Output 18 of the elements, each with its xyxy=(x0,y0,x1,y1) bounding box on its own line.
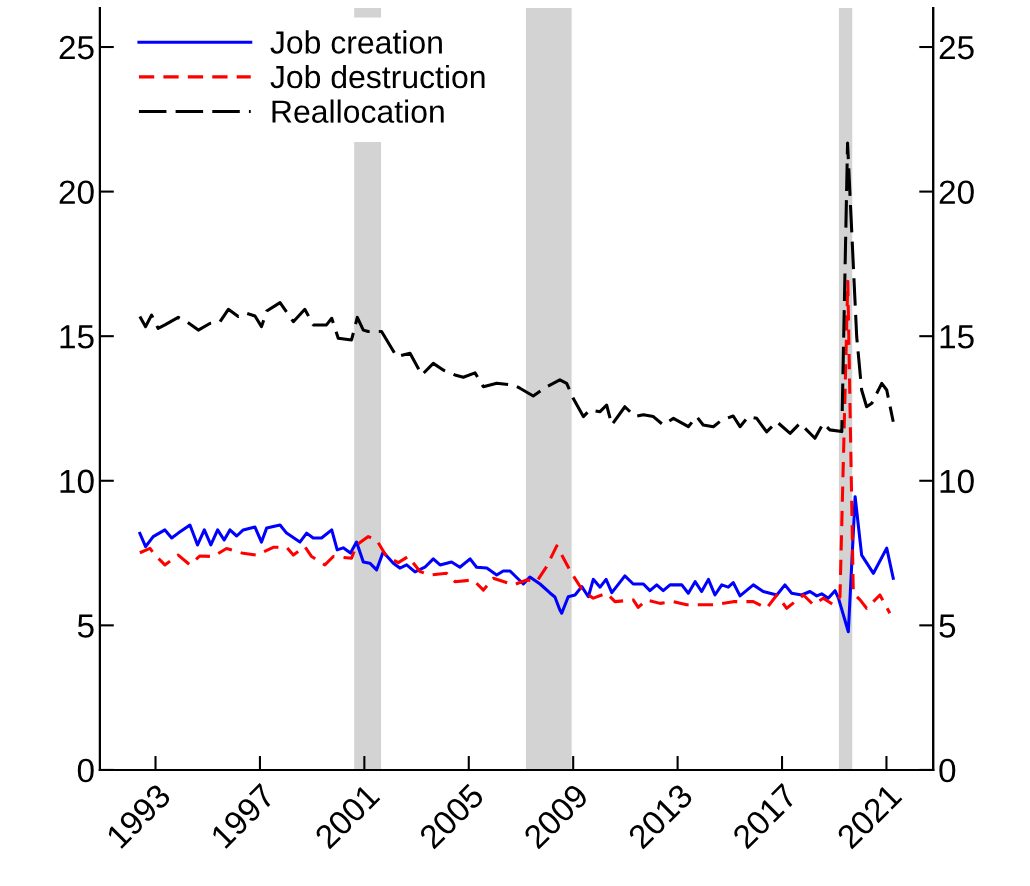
legend-label: Job creation xyxy=(270,30,442,54)
line-series xyxy=(138,495,895,634)
y2-tick-label: 25 xyxy=(939,35,974,60)
y-tick-label: 10 xyxy=(60,469,94,494)
y2-tick-label: 0 xyxy=(939,758,956,783)
line-series xyxy=(138,279,892,615)
y2-tick-label: 10 xyxy=(940,469,974,494)
y-tick-label: 0 xyxy=(77,758,94,783)
y2-tick-label: 15 xyxy=(940,325,974,349)
y-tick-label: 25 xyxy=(59,35,94,60)
y2-tick-label: 5 xyxy=(939,614,956,638)
y-tick-label: 15 xyxy=(60,325,94,349)
y2-tick-label: 20 xyxy=(939,180,974,204)
y-tick-label: 5 xyxy=(77,614,94,638)
legend-label: Reallocation xyxy=(272,99,444,123)
legend-label: Job destruction xyxy=(270,64,485,89)
y-tick-label: 20 xyxy=(59,180,94,204)
line-series xyxy=(138,141,895,440)
